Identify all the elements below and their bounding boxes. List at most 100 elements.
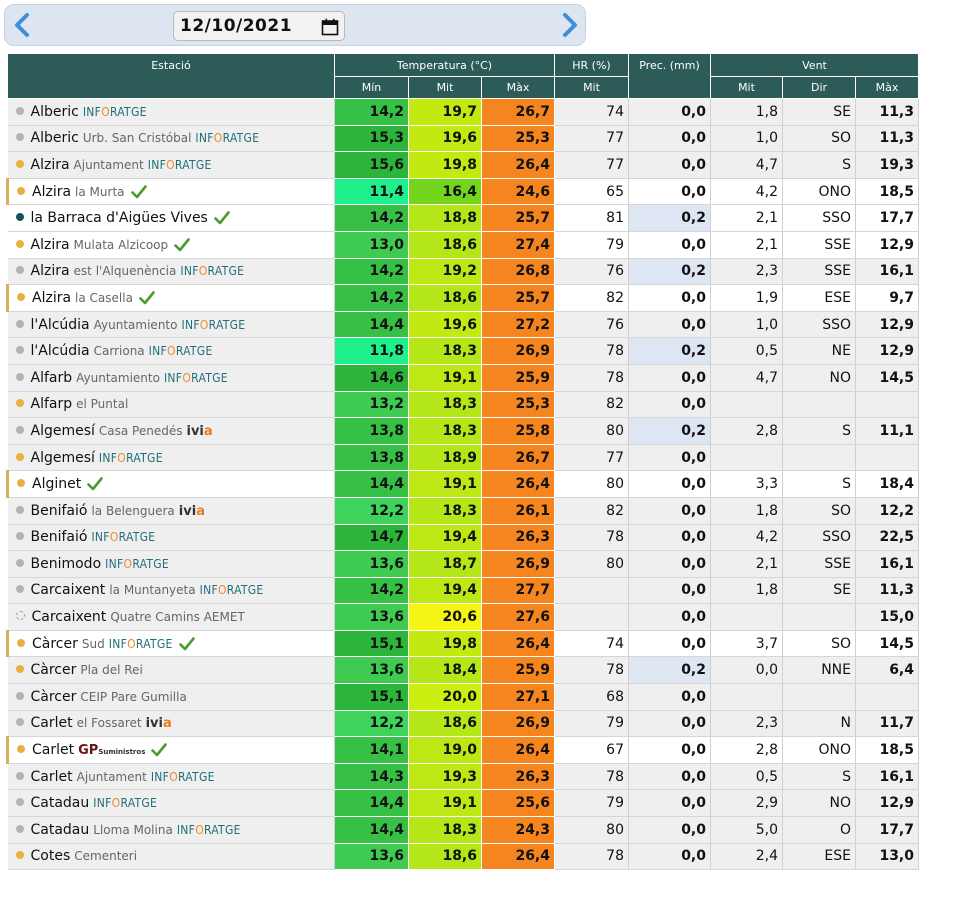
station-cell[interactable]: Alzira la Casella (6, 284, 335, 312)
station-cell[interactable]: l'Alcúdia Carriona INFORATGE (7, 337, 335, 365)
station-cell[interactable]: Càrcer CEIP Pare Gumilla (7, 683, 335, 711)
table-row[interactable]: Algemesí Casa Penedés ivia 13,8 18,3 25,8 80 0,… (7, 417, 919, 445)
station-name: Alzira (30, 263, 70, 280)
station-cell[interactable]: Catadau INFORATGE (7, 789, 335, 818)
station-cell[interactable]: Benifaió INFORATGE (7, 524, 335, 552)
table-row[interactable]: Alzira la Casella 14,2 18,6 25,7 82 0,0 1,9 ESE 9… (6, 284, 919, 312)
station-sublabel: CEIP Pare Gumilla (80, 689, 187, 704)
table-row[interactable]: Càrcer CEIP Pare Gumilla 15,1 20,0 27,1 68 0,0 (7, 683, 919, 711)
station-cell[interactable]: Carcaixent Quatre Camins AEMET (7, 603, 335, 631)
station-cell[interactable]: Carlet el Fossaret ivia (7, 710, 335, 738)
temp-mit-cell: 19,1 (408, 789, 482, 818)
chevron-left-icon[interactable] (9, 11, 37, 39)
station-cell[interactable]: Alberic Urb. San Cristóbal INFORATGE (7, 125, 335, 153)
table-row[interactable]: Alberic Urb. San Cristóbal INFORATGE 15,3 19… (7, 125, 919, 153)
calendar-icon[interactable] (321, 18, 339, 36)
table-row[interactable]: Alginet 14,4 19,1 26,4 80 0,0 3,3 S 18,4 (6, 470, 919, 498)
station-cell[interactable]: Carcaixent la Muntanyeta INFORATGE (7, 577, 335, 605)
table-row[interactable]: Alfarp el Puntal 13,2 18,3 25,3 82 0,0 (7, 391, 919, 419)
precipitation-cell: 0,0 (628, 391, 711, 419)
table-row[interactable]: Carcaixent la Muntanyeta INFORATGE 14,2 19,4… (7, 577, 919, 605)
station-cell[interactable]: Benimodo INFORATGE (7, 550, 335, 578)
chevron-right-icon[interactable] (555, 11, 583, 39)
precipitation-cell: 0,0 (628, 710, 711, 738)
table-row[interactable]: Alfarb Ayuntamiento INFORATGE 14,6 19,1 25,9 7… (7, 364, 919, 392)
station-cell[interactable]: Càrcer Pla del Rei (7, 656, 335, 685)
table-row[interactable]: Alzira la Murta 11,4 16,4 24,6 65 0,0 4,2 ONO 18,… (6, 178, 919, 206)
table-row[interactable]: la Barraca d'Aigües Vives 14,2 18,8 25,7 81 0… (7, 204, 919, 232)
wind-mit-cell: 1,9 (710, 284, 783, 312)
station-cell[interactable]: Alginet (6, 470, 335, 498)
status-dot-icon (15, 266, 24, 275)
station-cell[interactable]: Alzira Mulata Alzicoop (7, 231, 335, 259)
wind-max-cell: 18,5 (855, 736, 919, 764)
station-name: Alfarb (30, 369, 73, 386)
hr-cell: 79 (554, 231, 629, 259)
table-row[interactable]: Carcaixent Quatre Camins AEMET 13,6 20,6 27,… (7, 603, 919, 631)
header-wind-mit[interactable]: Mit (710, 76, 783, 99)
station-name: Alberic (30, 103, 79, 120)
table-row[interactable]: Benifaió INFORATGE 14,7 19,4 26,3 78 0,0 4,2 SSO… (7, 524, 919, 552)
status-dot-icon (15, 585, 24, 594)
station-cell[interactable]: Alzira est l'Alquenència INFORATGE (7, 258, 335, 286)
table-row[interactable]: Cotes Cementeri 13,6 18,6 26,4 78 0,0 2,4 ESE 13,… (7, 843, 919, 871)
table-row[interactable]: Benimodo INFORATGE 13,6 18,7 26,9 80 0,0 2,1 SSE… (7, 550, 919, 578)
status-dot-icon (15, 239, 24, 248)
station-cell[interactable]: Algemesí INFORATGE (7, 444, 335, 472)
precipitation-cell: 0,0 (628, 577, 711, 605)
station-name: Carlet (30, 715, 73, 732)
status-dot-icon (17, 745, 25, 754)
temp-mit-cell: 19,8 (408, 630, 482, 658)
station-cell[interactable]: Algemesí Casa Penedés ivia (7, 417, 335, 445)
table-row[interactable]: Catadau INFORATGE 14,4 19,1 25,6 79 0,0 2,9 NO 12… (7, 789, 919, 818)
table-row[interactable]: Benifaió la Belenguera ivia 12,2 18,3 26,1 82 0… (7, 497, 919, 525)
precipitation-cell: 0,0 (628, 178, 711, 206)
table-row[interactable]: l'Alcúdia Carriona INFORATGE 11,8 18,3 26,9 78… (7, 337, 919, 365)
station-cell[interactable]: Catadau Lloma Molina INFORATGE (7, 816, 335, 844)
station-sublabel: la Murta (75, 184, 125, 199)
station-cell[interactable]: l'Alcúdia Ayuntamiento INFORATGE (7, 311, 335, 339)
station-cell[interactable]: Carlet Ajuntament INFORATGE (7, 763, 335, 791)
table-row[interactable]: Carlet Ajuntament INFORATGE 14,3 19,3 26,3 78 0… (7, 763, 919, 791)
header-wind-dir[interactable]: Dir (782, 76, 856, 99)
inforatge-logo: INFORATGE (148, 344, 213, 359)
temp-mit-cell: 20,0 (408, 683, 482, 711)
table-row[interactable]: Alzira Ajuntament INFORATGE 15,6 19,8 26,4 77 0… (7, 151, 919, 179)
wind-mit-cell: 2,8 (710, 736, 783, 764)
table-row[interactable]: Càrcer Sud INFORATGE 15,1 19,8 26,4 74 0,0 3,7 SO… (6, 630, 919, 658)
station-cell[interactable]: Cotes Cementeri (7, 843, 335, 871)
station-cell[interactable]: la Barraca d'Aigües Vives (7, 204, 335, 232)
station-cell[interactable]: Carlet GPSuministros (6, 736, 335, 764)
table-row[interactable]: Alzira est l'Alquenència INFORATGE 14,2 19,2… (7, 258, 919, 286)
table-row[interactable]: Alberic INFORATGE 14,2 19,7 26,7 74 0,0 1,8 SE 11… (7, 98, 919, 126)
table-row[interactable]: Carlet el Fossaret ivia 12,2 18,6 26,9 79 0,0 2,… (7, 710, 919, 738)
station-cell[interactable]: Càrcer Sud INFORATGE (6, 630, 335, 658)
station-cell[interactable]: Alfarp el Puntal (7, 391, 335, 419)
table-row[interactable]: Algemesí INFORATGE 13,8 18,9 26,7 77 0,0 (7, 444, 919, 472)
wind-dir-cell: SSE (782, 550, 856, 578)
temp-mit-cell: 18,3 (408, 337, 482, 365)
table-row[interactable]: Catadau Lloma Molina INFORATGE 14,4 18,3 24,3… (7, 816, 919, 844)
table-row[interactable]: Carlet GPSuministros 14,1 19,0 26,4 67 0,0 2,8 O… (6, 736, 919, 764)
header-temp-max[interactable]: Màx (481, 76, 555, 99)
temp-mit-cell: 19,1 (408, 470, 482, 498)
station-cell[interactable]: Alzira Ajuntament INFORATGE (7, 151, 335, 179)
table-row[interactable]: Càrcer Pla del Rei 13,6 18,4 25,9 78 0,2 0,0 NNE… (7, 656, 919, 685)
header-hr-mit[interactable]: Mit (554, 76, 629, 99)
temp-max-cell: 27,4 (481, 231, 555, 259)
station-cell[interactable]: Alberic INFORATGE (7, 98, 335, 126)
date-input[interactable]: 12/10/2021 (173, 11, 345, 41)
wind-mit-cell (710, 603, 783, 631)
header-temp-min[interactable]: Mín (334, 76, 409, 99)
wind-mit-cell: 4,2 (710, 178, 783, 206)
station-cell[interactable]: Alzira la Murta (6, 178, 335, 206)
wind-mit-cell (710, 683, 783, 711)
header-temp-mit[interactable]: Mit (408, 76, 482, 99)
header-wind-max[interactable]: Màx (855, 76, 919, 99)
table-row[interactable]: Alzira Mulata Alzicoop 13,0 18,6 27,4 79 0,0 2,… (7, 231, 919, 259)
table-row[interactable]: l'Alcúdia Ayuntamiento INFORATGE 14,4 19,6 27… (7, 311, 919, 339)
station-cell[interactable]: Alfarb Ayuntamiento INFORATGE (7, 364, 335, 392)
inforatge-logo: INFORATGE (147, 157, 212, 172)
header-station[interactable]: Estació (7, 53, 335, 99)
station-cell[interactable]: Benifaió la Belenguera ivia (7, 497, 335, 525)
